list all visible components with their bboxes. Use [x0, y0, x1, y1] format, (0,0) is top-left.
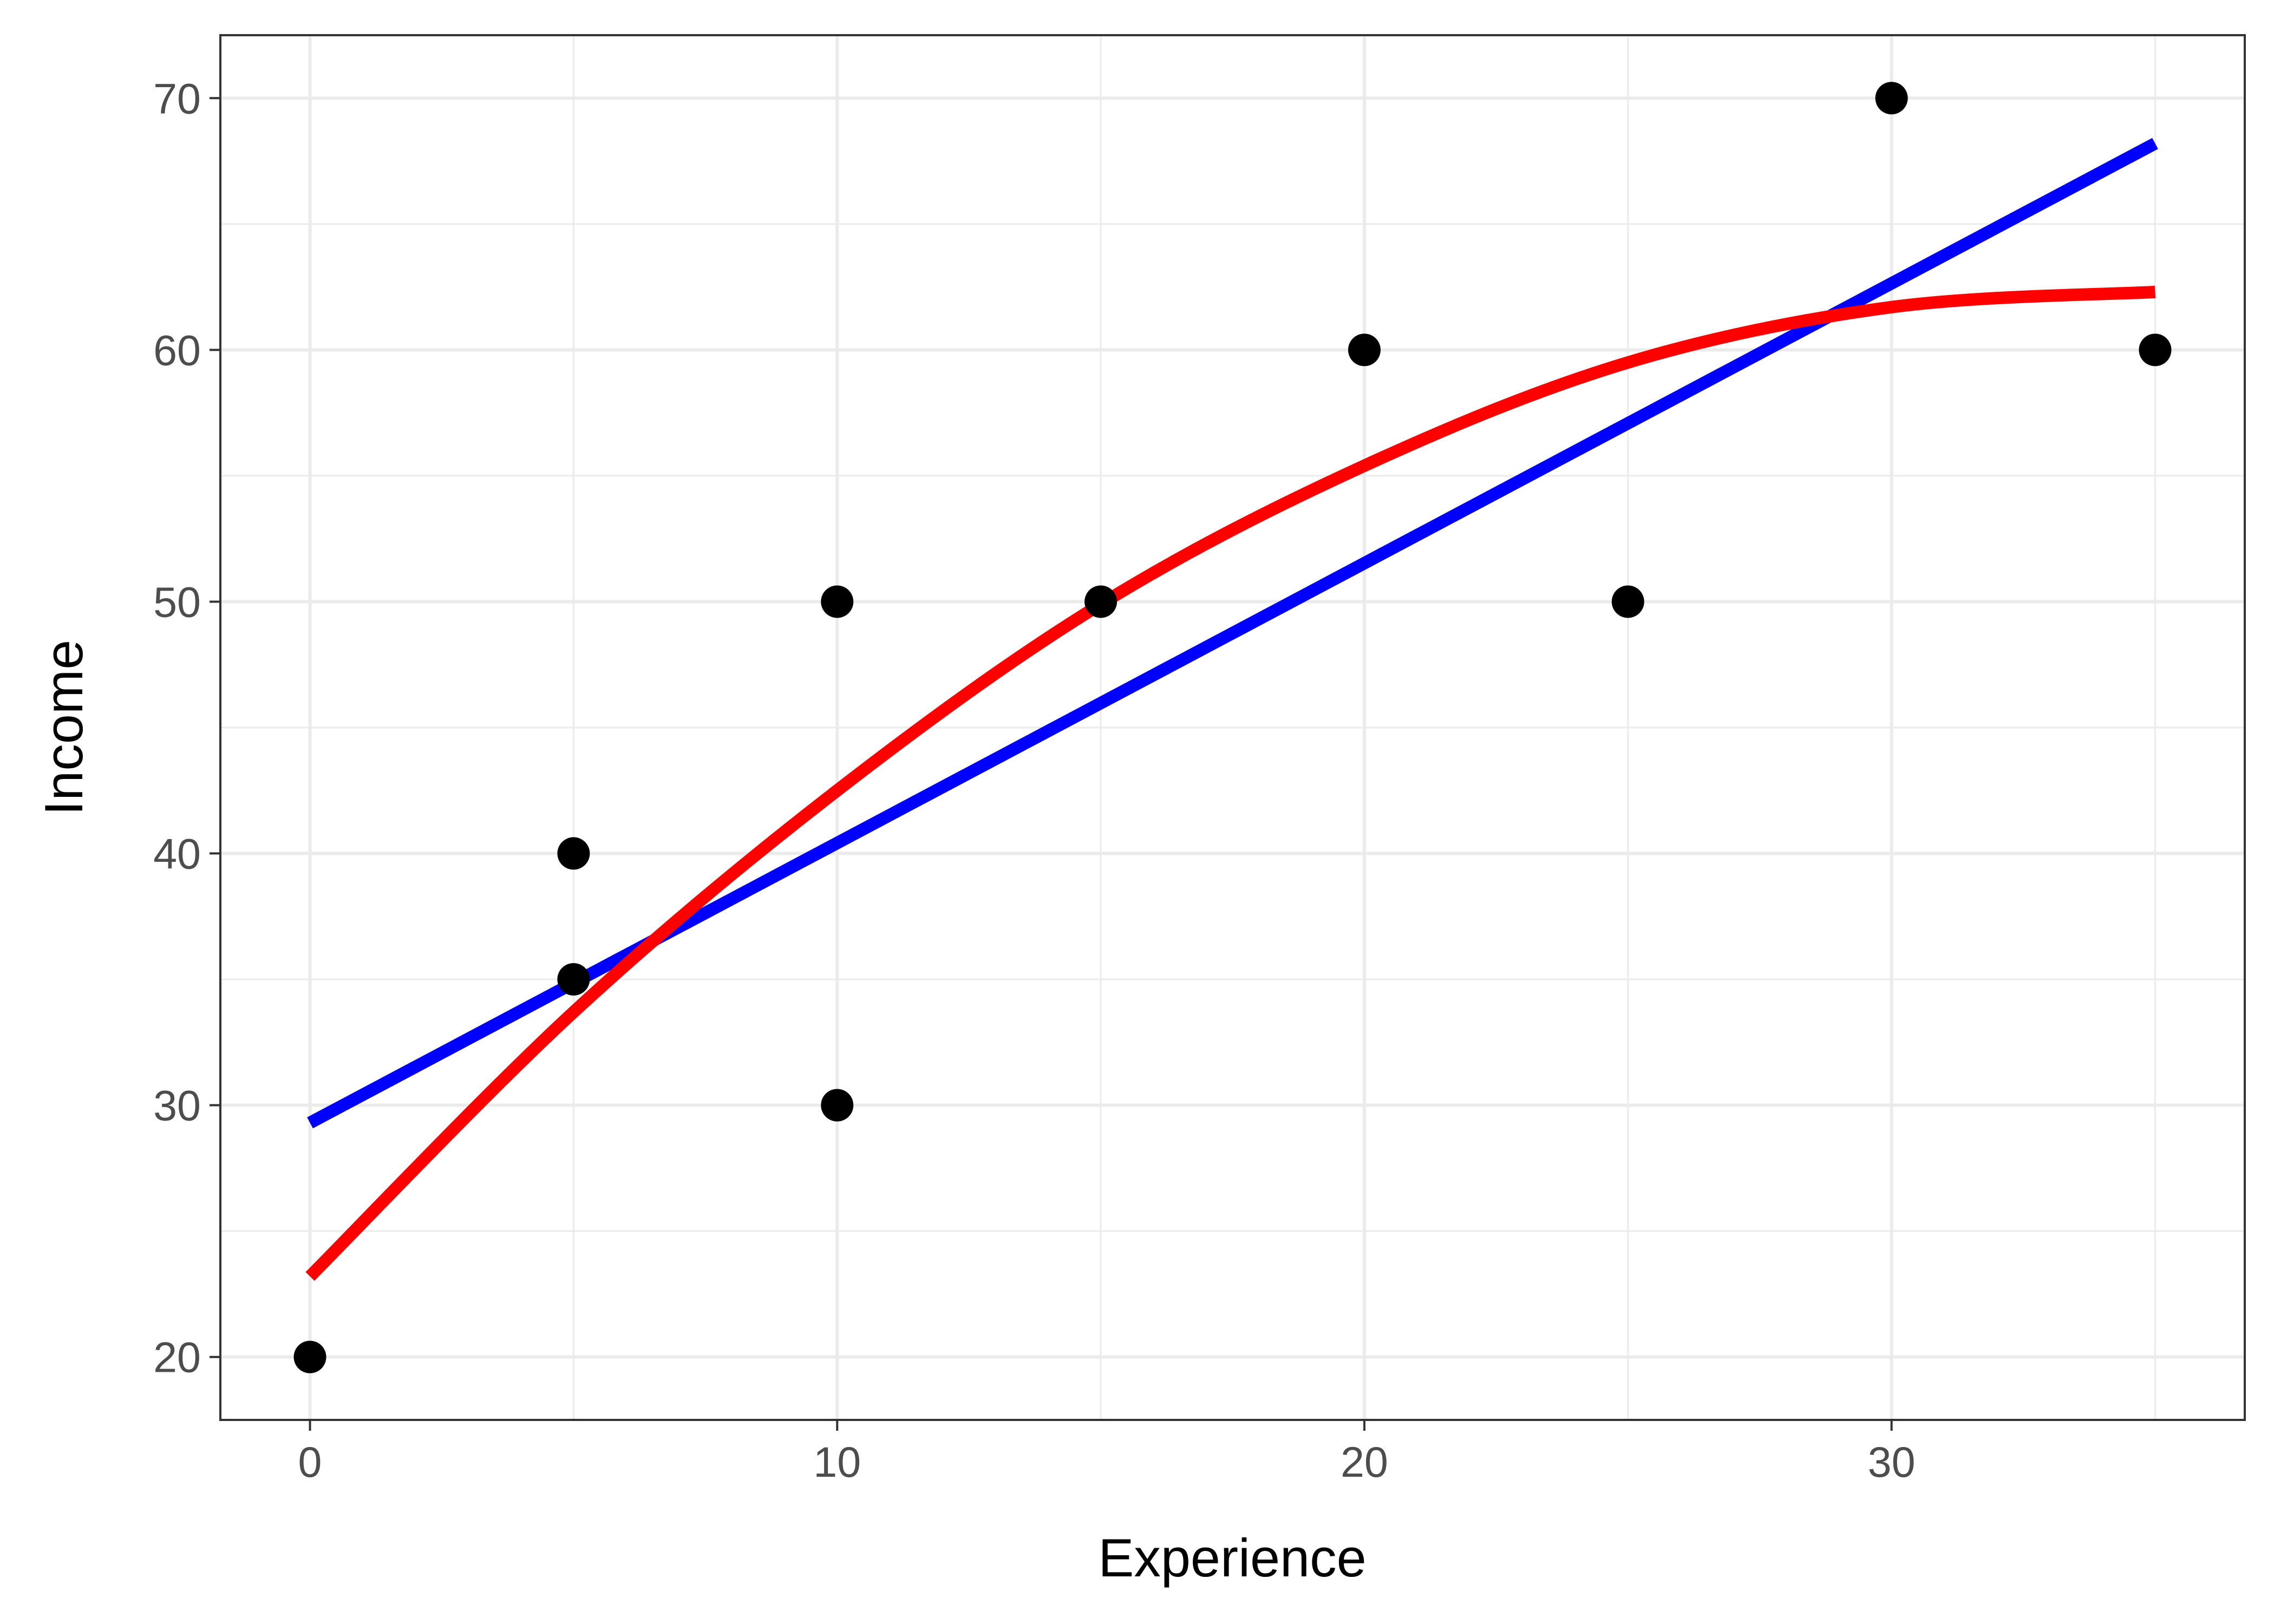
linear-fit-line — [307, 137, 2158, 1129]
y-tick-label: 60 — [153, 326, 201, 374]
data-point — [1348, 333, 1381, 366]
data-point — [1875, 82, 1908, 115]
x-tick-label: 20 — [1341, 1438, 1388, 1486]
y-axis-title: Income — [34, 640, 94, 816]
minor-grid — [220, 35, 2245, 1420]
data-point — [1611, 585, 1644, 618]
data-point — [2139, 333, 2172, 366]
data-point — [293, 1340, 326, 1373]
y-tick-label: 70 — [153, 74, 201, 122]
x-axis-title: Experience — [1098, 1528, 1366, 1588]
tick-labels: 0 10 20 30 20 30 40 50 60 70 — [153, 74, 1915, 1486]
data-points — [293, 82, 2172, 1373]
major-grid — [220, 35, 2245, 1420]
y-tick-label: 50 — [153, 578, 201, 626]
data-point — [557, 963, 590, 996]
axis-ticks — [210, 97, 1893, 1431]
x-tick-label: 0 — [298, 1438, 322, 1486]
fit-lines — [305, 137, 2158, 1281]
x-tick-label: 10 — [813, 1438, 861, 1486]
data-point — [557, 837, 590, 870]
y-tick-label: 30 — [153, 1082, 201, 1130]
panel-border — [219, 34, 2246, 1421]
data-point — [821, 585, 854, 618]
y-tick-label: 20 — [153, 1333, 201, 1381]
data-point — [821, 1089, 854, 1122]
quadratic-fit-line — [305, 285, 2156, 1281]
x-tick-label: 30 — [1868, 1438, 1916, 1486]
data-point — [1084, 585, 1118, 618]
y-tick-label: 40 — [153, 830, 201, 878]
